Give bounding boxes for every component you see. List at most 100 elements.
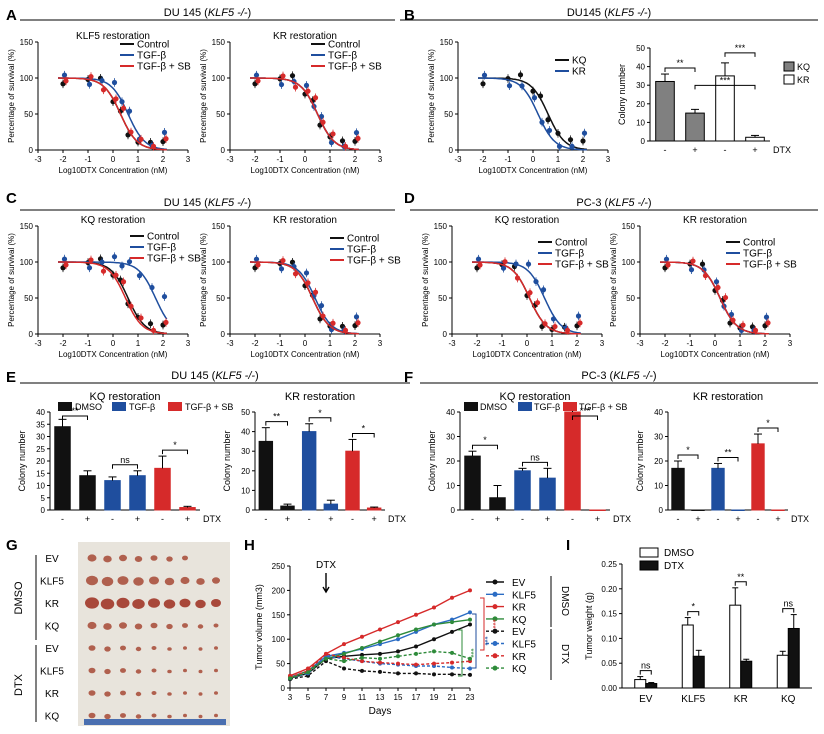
x-tick-label: 3 [186,155,191,164]
legend-label: Control [555,238,587,249]
data-point [477,262,483,268]
growth-point [396,654,400,659]
data-point [280,73,286,79]
legend-label: TGF-β [328,51,357,62]
tumor [88,690,96,696]
tumor-row-label: KQ [45,712,60,723]
growth-point [468,622,472,627]
dtx-sign: + [285,514,290,524]
tumor [116,597,130,609]
x-tick-label: 1 [136,155,141,164]
x-tick-label: -2 [251,155,259,164]
panel-label-B: B [404,7,415,24]
bar [740,660,753,689]
growth-point [450,660,454,665]
dtx-sign: - [717,514,720,524]
legend-label: TGF-β + SB [137,62,191,73]
data-point [688,267,695,273]
data-point [100,87,107,93]
legend-swatch [783,74,795,85]
x-tick-label: 0 [525,339,530,348]
tumor [120,713,126,718]
sig-label: ** [71,406,79,416]
dtx-arrow [322,573,330,594]
data-point [320,313,326,319]
x-tick-label: 3 [600,339,605,348]
y-axis-label: Tumor volume (mm3) [254,584,264,670]
y-tick-label: 0.05 [601,659,617,668]
legend-swatch [563,402,577,411]
legend-label: TGF-β + SB [147,254,201,265]
data-point [150,143,157,149]
data-point [330,131,336,137]
category-label: EV [639,694,653,705]
data-point [534,300,541,306]
y-tick-label: 100 [622,258,636,267]
growth-point [468,666,472,671]
growth-point [342,666,346,671]
growth-point [396,661,400,666]
data-point [540,287,547,293]
dtx-annotation: DTX [316,560,336,571]
sig-label: ** [737,572,745,582]
legend-label: KQ [512,664,527,675]
growth-point [378,669,382,674]
x-tick-label: 3 [288,693,293,702]
y-tick-label: 20 [36,457,45,466]
panel-label-A: A [6,7,17,24]
y-axis-label: Colony number [427,430,437,491]
legend-label: Control [328,40,360,51]
legend-label: KLF5 [512,640,536,651]
y-tick-label: 20 [241,467,250,476]
bar [129,475,146,511]
data-point [138,315,144,321]
dtx-sign: + [328,514,333,524]
x-tick-label: -3 [34,339,42,348]
sig-label: ns [641,661,651,671]
dtx-sign: + [695,514,700,524]
y-tick-label: 0.20 [601,585,617,594]
tumor [214,668,218,673]
tumor [100,598,115,610]
data-point [100,268,107,274]
data-point [111,254,118,260]
x-tick-label: 2 [353,155,358,164]
x-tick-label: 0 [111,155,116,164]
data-point [569,143,575,149]
y-tick-label: 50 [626,294,635,303]
panel-label-F: F [404,369,413,386]
data-point [545,117,551,123]
data-point [702,273,709,279]
x-tick-label: 0 [531,155,536,164]
x-tick-label: -2 [479,155,487,164]
tumor [134,623,143,630]
data-point [63,262,69,268]
tumor [149,576,159,585]
dose-curve [58,261,167,335]
x-tick-label: 21 [448,693,457,702]
tumor [167,647,172,651]
growth-point [414,644,418,649]
sig-bracket [352,432,375,438]
x-tick-label: -1 [276,155,284,164]
group-label-dtx: DTX [13,673,25,696]
y-tick-label: 0 [451,506,456,515]
legend-label: KR [797,75,810,85]
dtx-sign: - [308,514,311,524]
growth-point [432,672,436,677]
dtx-label: DTX [388,514,406,524]
growth-point [396,633,400,638]
x-tick-label: 1 [550,339,555,348]
dtx-sign: + [545,514,550,524]
tumor [166,623,173,630]
x-tick-label: 5 [306,693,311,702]
tumor [213,623,219,628]
data-point [318,113,325,120]
growth-point [450,595,454,600]
legend-marker [492,591,498,597]
growth-point [450,672,454,677]
category-label: KLF5 [681,694,705,705]
tumor [104,713,111,720]
y-tick-label: 150 [272,611,286,620]
x-tick-label: 3 [378,339,383,348]
